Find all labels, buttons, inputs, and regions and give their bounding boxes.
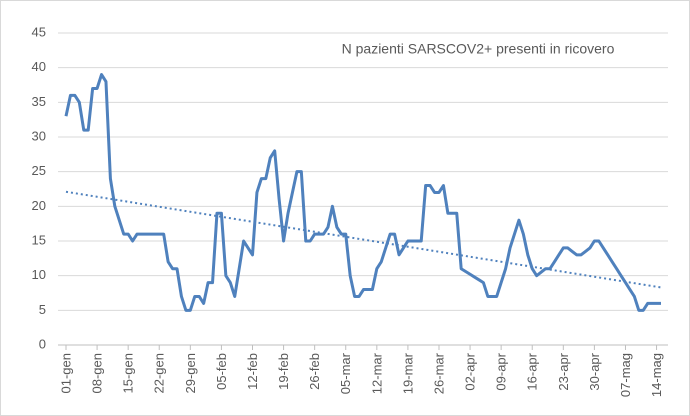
x-tick-label: 14-mag	[649, 353, 664, 397]
x-tick-label: 26-feb	[307, 353, 322, 390]
x-tick-label: 29-gen	[183, 353, 198, 393]
y-tick-label: 20	[32, 198, 46, 213]
y-tick-label: 40	[32, 59, 46, 74]
y-tick-label: 10	[32, 267, 46, 282]
x-tick-label: 05-mar	[338, 352, 353, 394]
x-tick-label: 02-apr	[463, 352, 478, 390]
y-tick-label: 35	[32, 94, 46, 109]
y-tick-label: 5	[39, 302, 46, 317]
x-tick-label: 23-apr	[556, 352, 571, 390]
y-tick-label: 25	[32, 163, 46, 178]
x-tick-label: 26-mar	[431, 352, 446, 394]
x-tick-label: 05-feb	[214, 353, 229, 390]
y-tick-label: 45	[32, 24, 46, 39]
x-tick-label: 15-gen	[121, 353, 136, 393]
y-tick-label: 0	[39, 336, 46, 351]
x-tick-label: 07-mag	[618, 353, 633, 397]
data-line	[64, 73, 661, 312]
y-tick-label: 15	[32, 232, 46, 247]
chart-title: N pazienti SARSCOV2+ presenti in ricover…	[342, 41, 615, 57]
x-tick-label: 30-apr	[587, 352, 602, 390]
trend-line	[65, 190, 662, 289]
x-tick-label: 12-feb	[245, 353, 260, 390]
x-tick-label: 19-mar	[400, 352, 415, 394]
y-tick-label: 30	[32, 128, 46, 143]
x-tick-label: 09-apr	[494, 352, 509, 390]
x-tick-label: 22-gen	[152, 353, 167, 393]
x-tick-label: 08-gen	[90, 353, 105, 393]
x-tick-label: 12-mar	[369, 352, 384, 394]
x-tick-label: 19-feb	[276, 353, 291, 390]
x-tick-label: 01-gen	[59, 353, 74, 393]
x-tick-label: 16-apr	[525, 352, 540, 390]
